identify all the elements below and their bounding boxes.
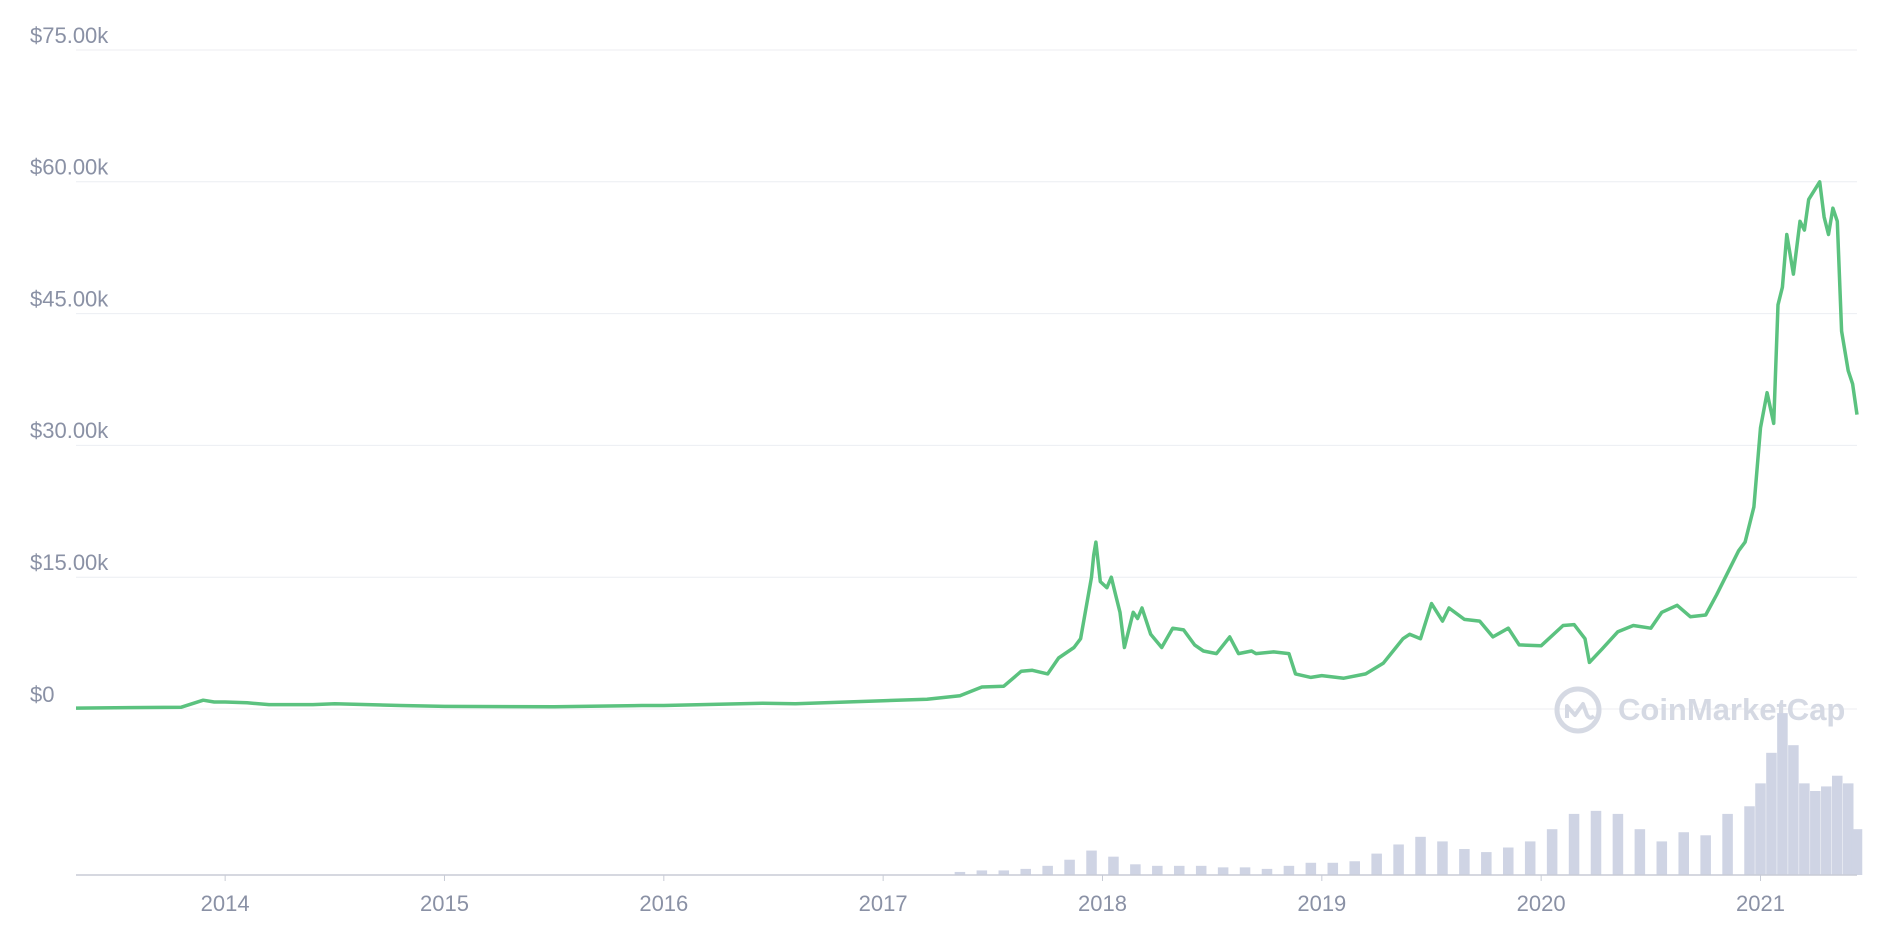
volume-bar <box>1656 841 1668 875</box>
volume-bar <box>1195 865 1207 875</box>
volume-bar <box>1821 786 1832 875</box>
volume-bar <box>1788 745 1799 875</box>
x-tick-label: 2019 <box>1297 891 1346 916</box>
volume-bar <box>998 870 1010 875</box>
price-line <box>75 180 1859 710</box>
volume-bar <box>1744 806 1755 875</box>
volume-bar <box>1305 862 1317 875</box>
volume-bar <box>1612 813 1624 875</box>
y-tick-label: $45.00k <box>30 286 109 311</box>
volume-bar <box>1437 841 1448 875</box>
volume-bar <box>1393 844 1404 875</box>
volume-bar <box>1524 841 1536 875</box>
volume-bar <box>1020 868 1031 875</box>
volume-bar <box>954 871 966 875</box>
x-tick-label: 2016 <box>639 891 688 916</box>
grid <box>76 49 1857 710</box>
volume-bar <box>1678 832 1689 875</box>
watermark-logo <box>1554 686 1602 734</box>
volume-bar <box>976 870 988 875</box>
volume-bar <box>1283 865 1295 875</box>
volume-bar <box>1371 853 1382 875</box>
y-tick-label: $0 <box>30 682 54 707</box>
y-tick-label: $30.00k <box>30 418 109 443</box>
volume-bar <box>1546 829 1558 875</box>
x-tick-label: 2020 <box>1517 891 1566 916</box>
volume-bar <box>1064 859 1075 875</box>
volume-bar <box>1217 867 1229 875</box>
volume-bar <box>1108 856 1119 875</box>
volume-bar <box>1777 713 1788 875</box>
x-tick-label: 2017 <box>859 891 908 916</box>
volume-bar <box>1130 864 1141 875</box>
volume-bar <box>1481 852 1492 875</box>
volume-bar <box>1261 868 1273 875</box>
volume-bar <box>1722 813 1733 875</box>
x-tick-label: 2018 <box>1078 891 1127 916</box>
volume-bar <box>1755 783 1766 875</box>
volume-bar <box>1590 810 1602 875</box>
volume-bar <box>1766 752 1777 875</box>
volume-bar <box>1173 865 1185 875</box>
volume-bar <box>1851 829 1863 875</box>
volume-bar <box>1502 847 1514 875</box>
volume-bar <box>1568 813 1580 875</box>
y-tick-label: $15.00k <box>30 550 109 575</box>
volume-bar <box>1152 865 1163 875</box>
watermark: CoinMarketCap <box>1618 692 1845 727</box>
volume-bar <box>1700 835 1711 875</box>
volume-bar <box>1799 783 1810 875</box>
volume-bar <box>1810 791 1821 875</box>
volume-bar <box>1842 783 1854 875</box>
volume-bar <box>1327 862 1339 875</box>
x-tick-label: 2014 <box>201 891 250 916</box>
volume-bar <box>1831 775 1843 875</box>
volume-bar <box>1459 849 1470 875</box>
x-tick-label: 2021 <box>1736 891 1785 916</box>
volume-bar <box>1042 865 1053 875</box>
x-tick-label: 2015 <box>420 891 469 916</box>
y-tick-label: $60.00k <box>30 155 109 180</box>
y-tick-label: $75.00k <box>30 23 109 48</box>
volume-bar <box>1086 850 1097 875</box>
volume-bar <box>1634 829 1646 875</box>
volume-bar <box>1415 836 1426 875</box>
volume-bar <box>1349 861 1360 875</box>
volume-bar <box>1239 867 1251 875</box>
